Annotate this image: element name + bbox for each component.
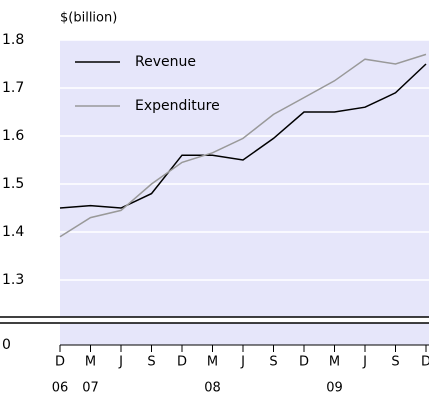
- x-tick-label: D: [421, 355, 429, 370]
- y-tick-label: 0: [2, 337, 11, 353]
- x-tick-label: S: [391, 355, 399, 370]
- legend-label: Expenditure: [135, 98, 220, 114]
- x-tick-label: D: [177, 355, 187, 370]
- series-line: [59, 63, 427, 209]
- x-tick-label: D: [299, 355, 309, 370]
- x-tick-label: J: [240, 355, 245, 370]
- y-tick-label: 1.6: [2, 128, 24, 144]
- x-year-label: 09: [326, 381, 343, 396]
- x-year-label: 07: [82, 381, 99, 396]
- x-tick-label: J: [362, 355, 367, 370]
- x-tick-label: S: [147, 355, 155, 370]
- y-tick-label: 1.4: [2, 224, 24, 240]
- y-tick-label: 1.3: [2, 272, 24, 288]
- y-axis-label: $(billion): [60, 11, 117, 26]
- x-tick-label: M: [207, 355, 218, 370]
- plot-background: [60, 40, 429, 345]
- legend-label: Revenue: [135, 54, 196, 70]
- x-tick-label: D: [55, 355, 65, 370]
- series-line: [59, 53, 427, 238]
- axis-break: [0, 317, 429, 323]
- y-tick-label: 1.5: [2, 176, 24, 192]
- x-tick-label: M: [85, 355, 96, 370]
- x-year-label: 06: [52, 381, 69, 396]
- x-tick-label: S: [269, 355, 277, 370]
- x-year-label: 08: [204, 381, 221, 396]
- y-tick-label: 1.7: [2, 80, 24, 96]
- y-tick-label: 1.8: [2, 32, 24, 48]
- x-tick-label: J: [118, 355, 123, 370]
- x-tick-label: M: [329, 355, 340, 370]
